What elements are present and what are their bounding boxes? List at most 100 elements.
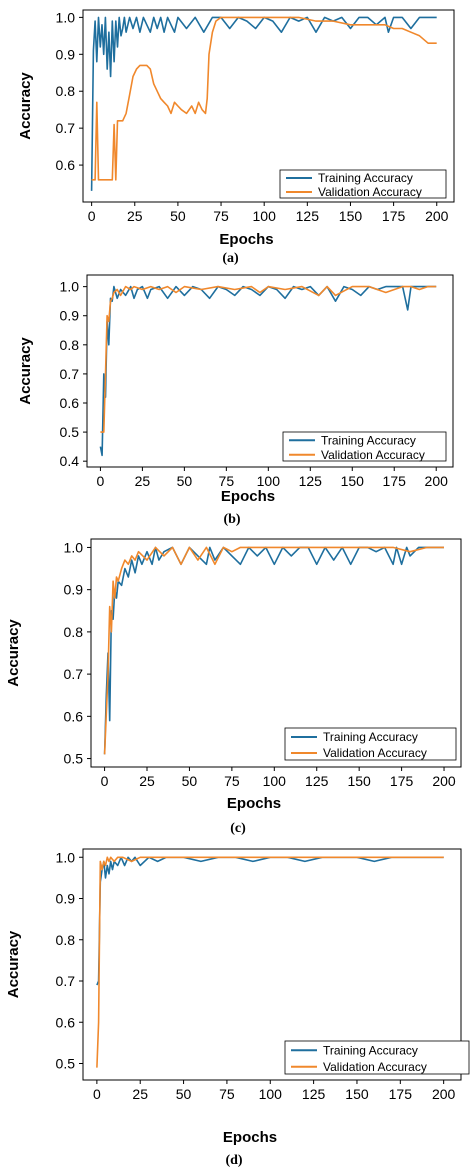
y-tick-label: 0.7 — [64, 666, 84, 682]
x-axis-label: Epochs — [221, 488, 275, 505]
legend-label: Validation Accuracy — [323, 1060, 427, 1074]
y-tick-label: 0.6 — [56, 157, 76, 173]
x-tick-label: 200 — [425, 473, 449, 489]
y-tick-label: 1.0 — [60, 279, 80, 295]
legend-label: Training Accuracy — [323, 730, 418, 744]
x-tick-label: 50 — [170, 208, 186, 224]
x-tick-label: 0 — [101, 773, 109, 789]
x-tick-label: 175 — [383, 473, 407, 489]
y-tick-label: 0.9 — [60, 308, 80, 324]
x-axis-label: Epochs — [219, 231, 273, 248]
panel-caption: (b) — [223, 512, 240, 527]
training-accuracy-line — [99, 285, 437, 457]
y-axis-label: Accuracy — [17, 337, 34, 405]
y-tick-label: 0.6 — [64, 708, 84, 724]
y-tick-label: 1.0 — [56, 849, 76, 865]
y-tick-label: 0.9 — [64, 582, 84, 598]
y-tick-label: 0.8 — [56, 932, 76, 948]
y-tick-label: 0.9 — [56, 46, 76, 62]
training-accuracy-line — [90, 16, 437, 191]
x-tick-label: 25 — [139, 773, 155, 789]
x-tick-label: 50 — [182, 773, 198, 789]
chart-panel-a: 0 25 50 75 100 125 150 175 200 0.6 0.7 0.8 0.9 1.0 Epo… — [17, 9, 455, 266]
validation-accuracy-line — [103, 546, 444, 755]
plot-frame — [82, 848, 462, 1081]
y-tick-label: 0.7 — [56, 120, 76, 136]
y-tick-label: 0.5 — [60, 424, 80, 440]
validation-accuracy-line — [91, 16, 437, 181]
chart-panel-b: 0 25 50 75 100 125 150 175 200 0.4 0.5 0.6 0.7 0.8 0.9… — [17, 274, 454, 527]
y-tick-label: 0.8 — [56, 83, 76, 99]
x-axis-label: Epochs — [223, 1129, 277, 1146]
x-tick-label: 0 — [93, 1086, 101, 1102]
y-tick-label: 0.5 — [56, 1056, 76, 1072]
x-tick-label: 75 — [213, 208, 229, 224]
y-tick-label: 0.8 — [64, 624, 84, 640]
training-accuracy-line — [96, 856, 444, 986]
legend: Training Accuracy Validation Accuracy — [284, 727, 457, 761]
x-tick-label: 175 — [389, 1086, 413, 1102]
x-tick-label: 175 — [390, 773, 414, 789]
x-tick-label: 50 — [177, 473, 193, 489]
x-tick-label: 100 — [263, 773, 287, 789]
validation-accuracy-line — [96, 856, 444, 1068]
x-tick-label: 200 — [432, 773, 456, 789]
panel-caption: (a) — [222, 251, 239, 266]
x-tick-label: 0 — [97, 473, 105, 489]
panel-caption: (d) — [225, 1153, 242, 1168]
y-axis-label: Accuracy — [5, 930, 22, 998]
x-tick-label: 0 — [88, 208, 96, 224]
y-tick-label: 0.7 — [56, 973, 76, 989]
x-tick-label: 175 — [382, 208, 406, 224]
training-accuracy-line — [103, 546, 444, 755]
y-tick-label: 0.8 — [60, 337, 80, 353]
x-tick-label: 25 — [135, 473, 151, 489]
x-tick-label: 75 — [219, 1086, 235, 1102]
y-tick-label: 0.9 — [56, 891, 76, 907]
x-tick-label: 75 — [224, 773, 240, 789]
legend-label: Training Accuracy — [318, 171, 413, 185]
legend-box — [284, 727, 457, 761]
x-tick-label: 125 — [302, 1086, 326, 1102]
x-tick-label: 25 — [132, 1086, 148, 1102]
x-axis-label: Epochs — [227, 795, 281, 812]
legend-label: Validation Accuracy — [323, 746, 427, 760]
x-tick-label: 25 — [127, 208, 143, 224]
legend-box — [279, 169, 447, 199]
x-tick-label: 100 — [253, 208, 277, 224]
x-tick-label: 150 — [341, 473, 365, 489]
legend-box — [282, 431, 447, 462]
legend-label: Training Accuracy — [321, 433, 416, 447]
x-tick-label: 200 — [425, 208, 449, 224]
y-tick-label: 0.5 — [64, 751, 84, 767]
chart-panel-c: 0 25 50 75 100 125 150 175 200 0.5 0.6 0.7 0.8 0.9 1.0… — [5, 538, 462, 836]
plot-frame — [86, 274, 454, 468]
y-axis-label: Accuracy — [17, 72, 34, 140]
x-tick-label: 150 — [347, 773, 371, 789]
validation-accuracy-line — [100, 285, 437, 433]
y-tick-label: 1.0 — [64, 539, 84, 555]
x-tick-label: 125 — [305, 773, 329, 789]
x-tick-label: 200 — [432, 1086, 456, 1102]
plot-frame — [90, 538, 462, 768]
y-tick-label: 0.7 — [60, 366, 80, 382]
y-tick-label: 1.0 — [56, 9, 76, 25]
y-tick-label: 0.4 — [60, 453, 80, 469]
x-tick-label: 150 — [339, 208, 363, 224]
panel-caption: (c) — [230, 821, 246, 836]
x-tick-label: 125 — [299, 473, 323, 489]
x-tick-label: 125 — [296, 208, 320, 224]
y-axis-label: Accuracy — [5, 619, 22, 687]
y-tick-label: 0.6 — [60, 395, 80, 411]
legend-label: Validation Accuracy — [321, 448, 425, 462]
legend-box — [284, 1040, 470, 1075]
legend-label: Validation Accuracy — [318, 185, 422, 199]
x-tick-label: 100 — [257, 473, 281, 489]
x-tick-label: 150 — [345, 1086, 369, 1102]
x-tick-label: 100 — [259, 1086, 283, 1102]
y-tick-label: 0.6 — [56, 1014, 76, 1030]
